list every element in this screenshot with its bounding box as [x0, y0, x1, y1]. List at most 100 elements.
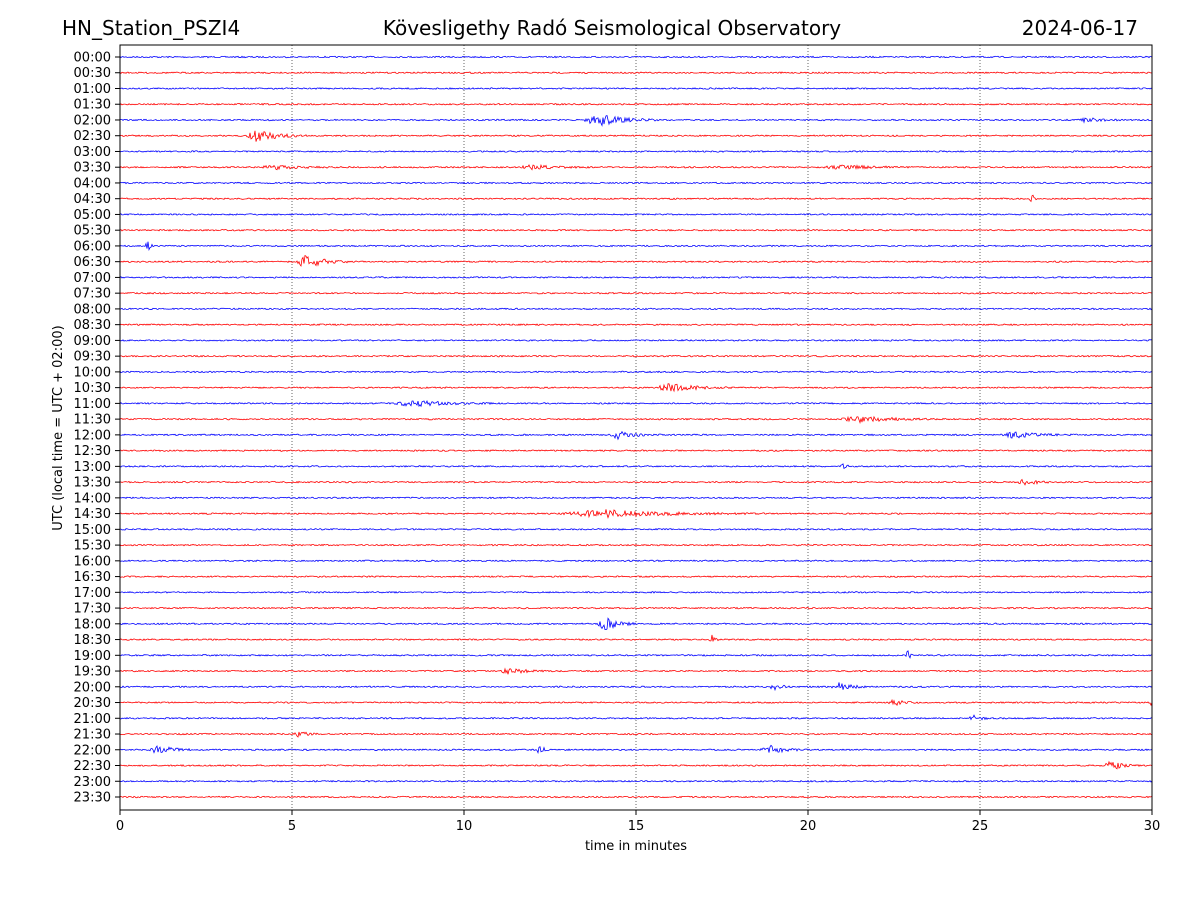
y-tick-label: 02:30	[74, 129, 111, 144]
trace-1400	[119, 496, 1153, 500]
trace-1200	[120, 430, 1153, 441]
trace-0930	[119, 354, 1153, 358]
trace-1030	[119, 383, 1153, 393]
y-tick-label: 15:00	[74, 523, 111, 538]
trace-0400	[119, 181, 1153, 185]
y-tick-label: 07:00	[74, 271, 111, 286]
y-tick-label: 07:30	[74, 287, 111, 302]
trace-2330	[119, 795, 1153, 799]
y-tick-label: 08:00	[74, 302, 111, 317]
y-tick-label: 09:30	[74, 350, 111, 365]
y-tick-label: 18:00	[74, 617, 111, 632]
y-tick-label: 08:30	[74, 318, 111, 333]
trace-2200	[119, 744, 1153, 755]
y-tick-label: 22:00	[74, 743, 111, 758]
trace-1800	[119, 617, 1153, 630]
y-tick-label: 03:00	[74, 145, 111, 160]
date-title: 2024-06-17	[1022, 16, 1138, 40]
y-tick-label: 11:00	[74, 397, 111, 412]
y-tick-label: 00:30	[74, 66, 111, 81]
trace-0530	[119, 228, 1153, 232]
station-title: HN_Station_PSZI4	[62, 16, 240, 40]
y-tick-label: 19:30	[74, 665, 111, 680]
y-tick-label: 12:30	[74, 444, 111, 459]
y-tick-label: 06:30	[74, 255, 111, 270]
y-tick-label: 20:30	[74, 696, 111, 711]
y-tick-label: 21:30	[74, 728, 111, 743]
y-tick-label: 14:00	[74, 491, 111, 506]
y-tick-label: 23:30	[74, 791, 111, 806]
trace-0630	[119, 254, 1153, 267]
trace-2300	[119, 779, 1153, 783]
trace-0230	[119, 130, 1153, 142]
y-tick-label: 12:00	[74, 428, 111, 443]
trace-1930	[119, 667, 1153, 675]
trace-2000	[119, 682, 1153, 692]
trace-0830	[119, 323, 1153, 327]
x-tick-label: 15	[628, 819, 645, 834]
trace-0200	[119, 114, 1152, 127]
y-tick-label: 10:30	[74, 381, 111, 396]
trace-0430	[120, 194, 1153, 203]
x-tick-label: 25	[972, 819, 989, 834]
y-tick-label: 01:30	[74, 98, 111, 113]
trace-1600	[119, 559, 1153, 563]
y-tick-label: 00:00	[74, 51, 111, 66]
y-tick-label: 16:30	[74, 570, 111, 585]
x-tick-label: 30	[1144, 819, 1161, 834]
y-tick-label: 14:30	[74, 507, 111, 522]
trace-1130	[119, 415, 1153, 424]
trace-1730	[119, 606, 1152, 610]
x-tick-label: 5	[288, 819, 296, 834]
y-tick-label: 05:00	[74, 208, 111, 223]
trace-1000	[119, 370, 1153, 374]
y-tick-label: 04:00	[74, 176, 111, 191]
trace-2130	[119, 731, 1153, 738]
trace-2230	[119, 760, 1153, 770]
y-tick-label: 09:00	[74, 334, 111, 349]
trace-1430	[119, 509, 1153, 519]
trace-1230	[120, 449, 1153, 452]
x-tick-label: 0	[116, 819, 124, 834]
trace-2030	[119, 698, 1153, 707]
y-axis-label: UTC (local time = UTC + 02:00)	[51, 325, 66, 530]
trace-0300	[119, 150, 1153, 153]
trace-0500	[119, 213, 1153, 216]
trace-0730	[119, 291, 1153, 295]
x-axis-label: time in minutes	[585, 839, 687, 854]
trace-0030	[119, 71, 1153, 75]
y-tick-label: 02:00	[74, 113, 111, 128]
y-tick-label: 21:00	[74, 712, 111, 727]
trace-1700	[119, 590, 1153, 594]
trace-2100	[119, 714, 1153, 721]
trace-0700	[119, 276, 1153, 279]
y-tick-label: 19:00	[74, 649, 111, 664]
y-tick-label: 01:00	[74, 82, 111, 97]
trace-1530	[119, 543, 1153, 547]
y-tick-label: 10:00	[74, 365, 111, 380]
observatory-title: Kövesligethy Radó Seismological Observat…	[383, 16, 841, 40]
y-tick-label: 13:30	[74, 476, 111, 491]
y-tick-label: 17:30	[74, 602, 111, 617]
trace-0330	[119, 164, 1153, 171]
trace-1300	[119, 463, 1153, 470]
trace-1900	[119, 650, 1153, 659]
y-tick-label: 11:30	[74, 413, 111, 428]
y-tick-label: 03:30	[74, 161, 111, 176]
y-tick-label: 17:00	[74, 586, 111, 601]
trace-1500	[120, 527, 1153, 531]
trace-0900	[119, 339, 1153, 342]
y-tick-label: 20:00	[74, 680, 111, 695]
trace-1630	[119, 575, 1153, 578]
trace-1830	[119, 634, 1153, 642]
y-tick-label: 23:00	[74, 775, 111, 790]
y-tick-label: 13:00	[74, 460, 111, 475]
y-tick-label: 16:00	[74, 554, 111, 569]
x-tick-label: 10	[456, 819, 473, 834]
trace-0130	[119, 102, 1153, 106]
trace-0600	[119, 241, 1153, 251]
y-tick-label: 15:30	[74, 539, 111, 554]
y-tick-label: 18:30	[74, 633, 111, 648]
trace-1330	[119, 478, 1153, 486]
